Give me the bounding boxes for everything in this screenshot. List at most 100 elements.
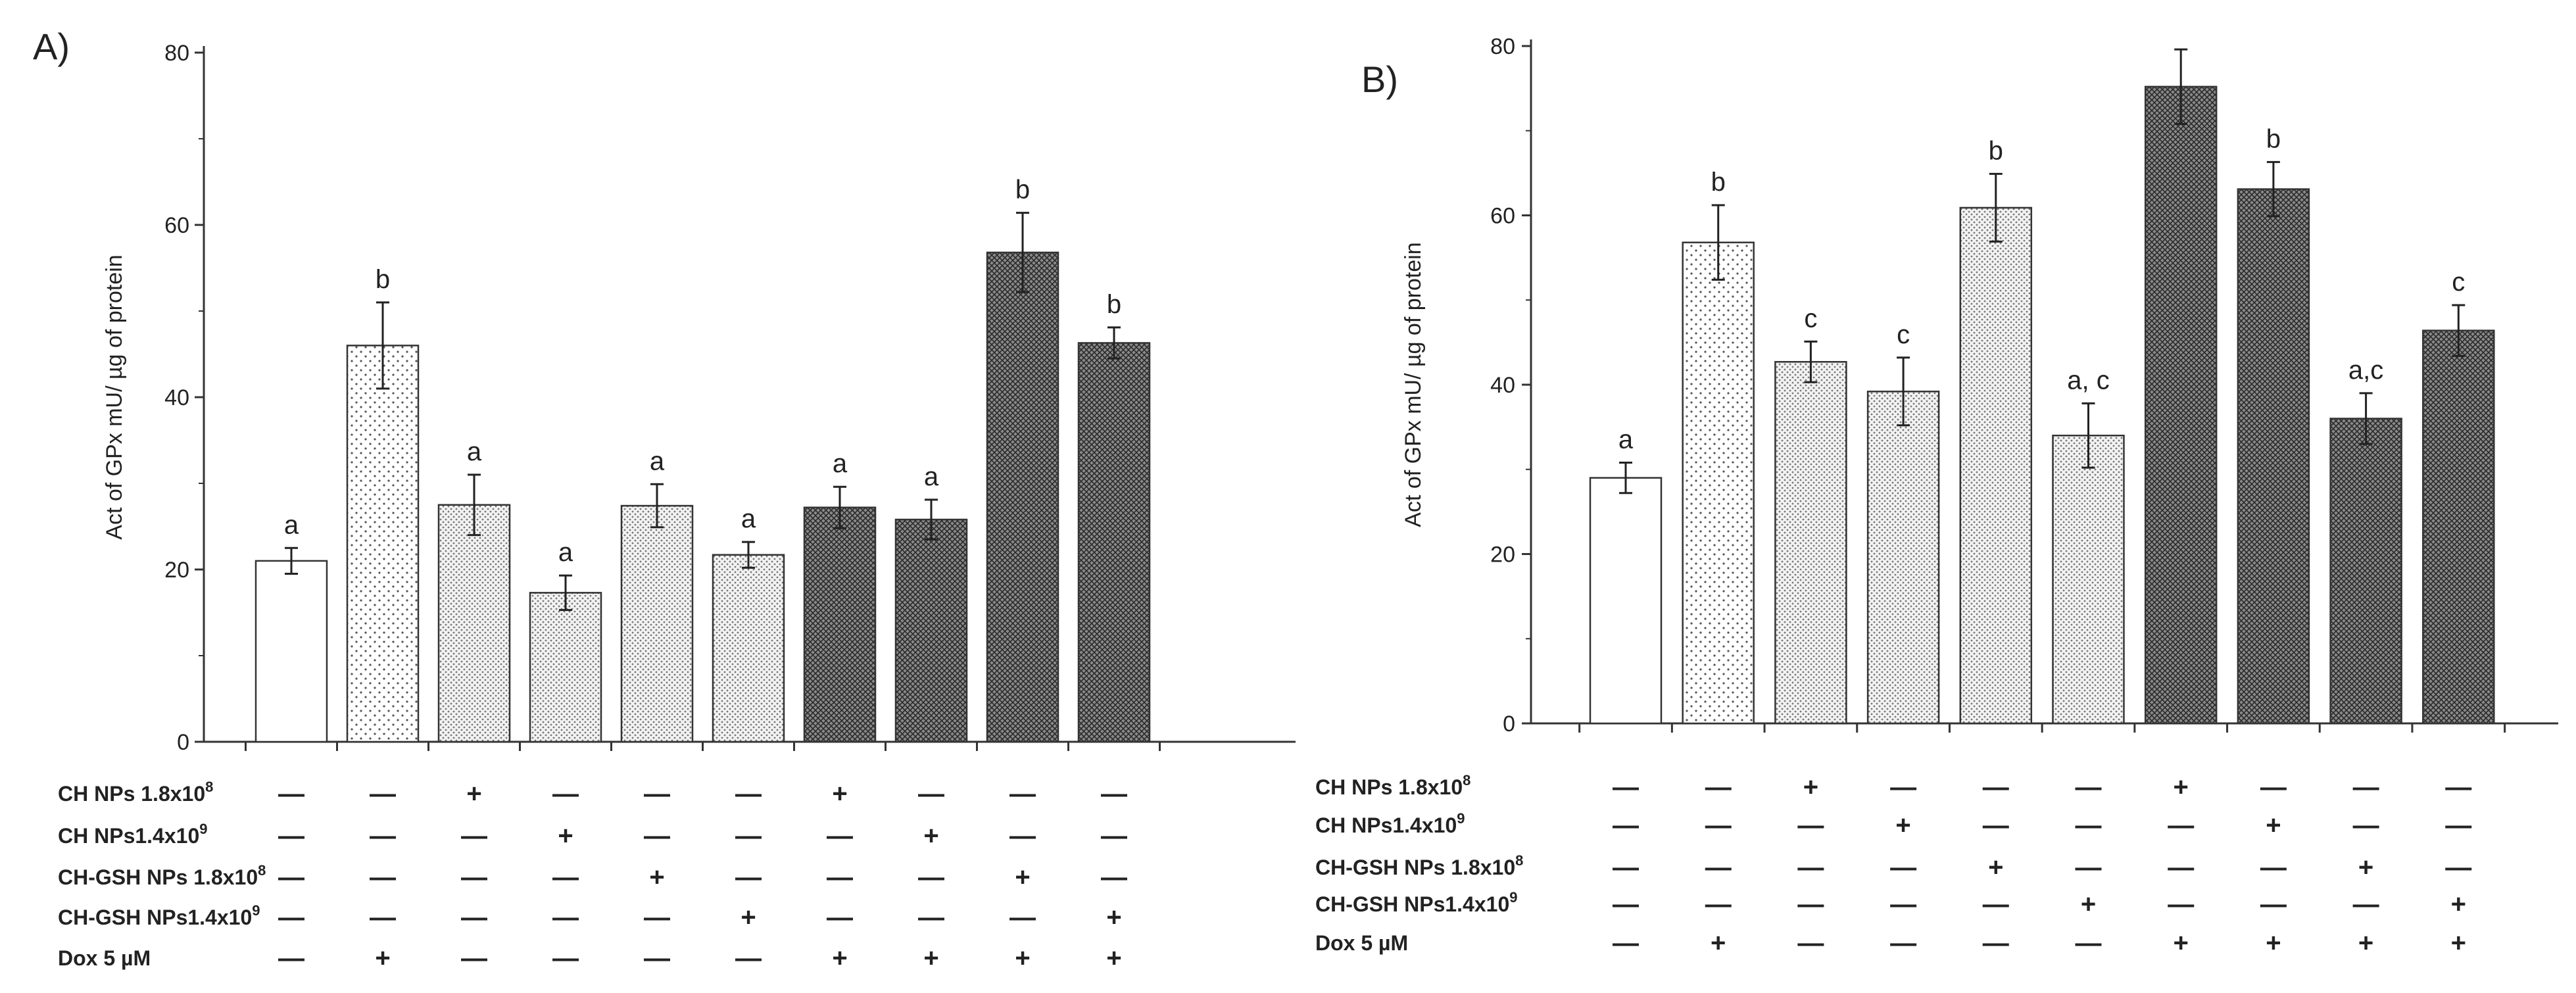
panel-b-y-tick-label: 0 [1503,712,1515,737]
panel-a-treatment-mark: + [923,944,938,973]
panel-b-treatment-mark: — [2445,773,2471,802]
panel-b-treatment-mark: — [2353,811,2379,840]
panel-b-treatment-mark: — [2445,811,2471,840]
panel-a-significance-letter: a [924,462,939,491]
panel-a-treatment-mark: — [278,863,304,892]
panel-b-treatment-label-text: CH-GSH NPs1.4x10 [1315,892,1509,916]
panel-b-significance-letter: a [1618,425,1634,454]
panel-b-treatment-mark: + [2451,929,2466,957]
panel-b-treatment-mark: — [1890,890,1916,919]
panel-a-y-axis-label: Act of GPx mU/ µg of protein [102,254,127,539]
panel-a-bar [620,504,694,743]
panel-b-treatment-mark: — [2076,773,2102,802]
panel-a-treatment-mark: — [827,903,853,932]
panel-b-treatment-mark: — [1613,811,1639,840]
panel-b-treatment-label: CH-GSH NPs 1.8x108 [1315,852,1523,879]
panel-b-significance-letter: b [1711,168,1726,197]
panel-b-treatment-mark: — [1890,929,1916,957]
panel-b-treatment-mark: + [2266,929,2281,957]
panel-a-significance-letter: a [741,504,756,533]
panel-b-bar [1682,241,1755,725]
panel-a-treatment-mark: — [278,903,304,932]
panel-a-treatment-label-text: Dox 5 µM [58,946,151,970]
panel-a-treatment-mark: — [735,821,762,850]
panel-b-treatment-mark: + [1895,811,1910,840]
panel-b-treatment-mark: — [1983,811,2009,840]
panel-b-treatment-mark: — [1890,773,1916,802]
panel-a-treatment-mark: — [644,944,670,973]
panel-b-significance-letter: a, c [2067,366,2109,395]
panel-b-treatment-mark: + [1803,773,1818,802]
panel-a-treatment-mark: — [461,863,487,892]
panel-a-treatment-label-text: CH-GSH NPs1.4x10 [58,906,252,929]
panel-a-bar [894,518,968,743]
panel-a-treatment-mark: + [923,821,938,850]
panel-b-bar [1589,477,1663,725]
panel-a-treatment-mark: — [918,779,944,808]
panel-b-bar [2052,435,2125,725]
panel-b-treatment-mark: + [2358,853,2373,882]
panel-b-bar [1959,206,2033,725]
panel-a-treatment-mark: + [832,779,847,808]
panel-a-treatment-mark: — [644,821,670,850]
panel-b-treatment-mark: + [2358,929,2373,957]
panel-a-treatment-label-text: CH NPs1.4x10 [58,824,199,848]
panel-a-treatment-mark: — [552,903,579,932]
panel-b-treatment-mark: + [2266,811,2281,840]
panel-b-treatment-label-text: CH NPs1.4x10 [1315,813,1457,837]
panel-b-treatment-mark: — [2445,853,2471,882]
panel-b-treatment-mark: — [1890,853,1916,882]
panel-a-treatment-mark: — [461,944,487,973]
panel-b-treatment-label-exponent: 9 [1509,889,1517,906]
panel-a-y-tick-label: 0 [177,730,189,755]
panel-b-treatment-mark: — [2260,773,2287,802]
panel-b-treatment-label: CH NPs 1.8x108 [1315,772,1470,799]
panel-a-treatment-mark: — [827,863,853,892]
panel-b-treatment-mark: — [1613,773,1639,802]
panel-b-y-tick-label: 80 [1490,34,1515,59]
panel-a-treatment-mark: + [1015,863,1030,892]
panel-a-treatment-mark: — [461,821,487,850]
panel-b-treatment-mark: — [1705,811,1732,840]
panel-b-treatment-mark: — [2353,890,2379,919]
panel-a-treatment-label-text: CH NPs 1.8x10 [58,782,205,806]
panel-b-label: B) [1361,59,1398,100]
panel-b-treatment-mark: + [2081,890,2096,919]
panel-a-treatment-mark: + [466,779,481,808]
panel-b-treatment-mark: — [2260,853,2287,882]
panel-a-treatment-label: CH NPs1.4x109 [58,821,207,848]
panel-b-treatment-mark: — [1705,853,1732,882]
panel-b-treatment-mark: — [1613,890,1639,919]
panel-a-significance-letter: a [467,437,482,466]
panel-a-y-tick-label: 80 [164,41,189,66]
panel-a-treatment-mark: — [735,863,762,892]
panel-a-treatment-label-exponent: 8 [258,862,266,879]
panel-a-treatment-mark: + [649,863,664,892]
panel-a-treatment-mark: — [552,863,579,892]
panel-a-significance-letter: a [558,538,573,567]
panel-b-bar [2329,418,2402,725]
panel-b-treatment-mark: — [2076,811,2102,840]
panel-b-y-tick-label: 20 [1490,543,1515,568]
panel-a-treatment-mark: — [1101,821,1127,850]
panel-b-significance-letter: a,c [2348,356,2383,385]
panel-b-chart: B) 0 20 40 60 80 Act of GPx mU/ µg of protein a… [1315,34,2558,957]
panel-b-treatment-label-exponent: 8 [1515,852,1523,869]
panel-b-y-tick-label: 40 [1490,373,1515,398]
panel-b-significance-letter: b [1989,136,2003,165]
panel-a-chart: A) 0 20 40 60 80 Act of GPx mU/ µg of protein a… [33,26,1296,973]
panel-b-significance-letter: c [1897,320,1910,349]
panel-a-treatment-mark: + [1106,944,1121,973]
panel-a-treatment-mark: — [918,863,944,892]
panel-a-treatment-label-exponent: 9 [199,821,207,837]
panel-a-treatment-label: CH-GSH NPs 1.8x108 [58,862,266,889]
panel-b-significance-letter: c [2452,268,2465,297]
panel-a-treatment-mark: — [461,903,487,932]
panel-a-treatment-mark: — [370,821,396,850]
panel-a-treatment-mark: — [644,779,670,808]
panel-b-treatment-mark: — [1983,773,2009,802]
panel-b-treatment-mark: — [1797,890,1824,919]
panel-b-treatment-mark: + [1988,853,2003,882]
panel-b-treatment-mark: — [1705,773,1732,802]
